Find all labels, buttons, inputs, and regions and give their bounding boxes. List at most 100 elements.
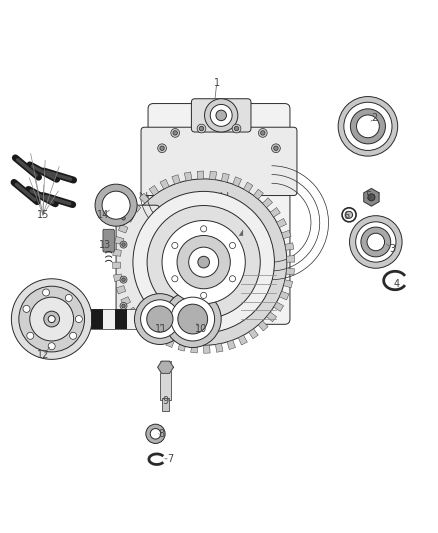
Circle shape bbox=[120, 215, 127, 222]
Text: 14: 14 bbox=[97, 210, 109, 220]
Polygon shape bbox=[279, 291, 289, 300]
Circle shape bbox=[147, 306, 173, 332]
Circle shape bbox=[44, 311, 60, 327]
Polygon shape bbox=[191, 344, 198, 353]
Circle shape bbox=[205, 99, 238, 132]
Circle shape bbox=[367, 233, 385, 251]
Circle shape bbox=[171, 128, 180, 138]
Polygon shape bbox=[254, 189, 263, 199]
Circle shape bbox=[272, 144, 280, 152]
Polygon shape bbox=[124, 213, 134, 222]
Circle shape bbox=[171, 297, 215, 341]
Circle shape bbox=[160, 146, 164, 150]
Polygon shape bbox=[113, 274, 122, 281]
Circle shape bbox=[189, 247, 219, 277]
Circle shape bbox=[120, 241, 127, 248]
Polygon shape bbox=[249, 329, 258, 339]
Polygon shape bbox=[127, 307, 137, 317]
Circle shape bbox=[232, 124, 241, 133]
Bar bbox=[91, 310, 103, 329]
Circle shape bbox=[274, 146, 278, 150]
Polygon shape bbox=[274, 302, 284, 311]
Polygon shape bbox=[215, 343, 223, 352]
Circle shape bbox=[230, 243, 236, 248]
Polygon shape bbox=[172, 175, 180, 184]
Polygon shape bbox=[258, 321, 268, 331]
Polygon shape bbox=[113, 262, 120, 269]
Polygon shape bbox=[364, 189, 379, 206]
Circle shape bbox=[173, 131, 177, 135]
Text: 5: 5 bbox=[365, 191, 371, 201]
Circle shape bbox=[120, 179, 287, 345]
Polygon shape bbox=[227, 340, 236, 350]
Polygon shape bbox=[204, 345, 210, 353]
Circle shape bbox=[158, 144, 166, 152]
Circle shape bbox=[172, 276, 178, 282]
Circle shape bbox=[30, 297, 74, 341]
Polygon shape bbox=[158, 361, 173, 373]
Polygon shape bbox=[131, 203, 141, 212]
Circle shape bbox=[199, 126, 204, 131]
Circle shape bbox=[338, 96, 398, 156]
Circle shape bbox=[95, 184, 137, 226]
Bar bbox=[103, 310, 115, 329]
Circle shape bbox=[146, 424, 165, 443]
Polygon shape bbox=[282, 230, 291, 239]
Circle shape bbox=[346, 211, 353, 219]
Polygon shape bbox=[144, 325, 154, 335]
Polygon shape bbox=[113, 249, 121, 256]
Polygon shape bbox=[238, 335, 247, 345]
Circle shape bbox=[147, 206, 260, 319]
Polygon shape bbox=[221, 173, 230, 182]
Circle shape bbox=[361, 227, 391, 257]
Circle shape bbox=[210, 104, 232, 126]
Circle shape bbox=[356, 222, 396, 262]
Circle shape bbox=[164, 290, 221, 348]
FancyBboxPatch shape bbox=[191, 99, 251, 132]
Polygon shape bbox=[244, 182, 253, 192]
Polygon shape bbox=[121, 297, 131, 306]
Circle shape bbox=[19, 286, 85, 352]
Circle shape bbox=[216, 110, 226, 120]
Circle shape bbox=[120, 276, 127, 283]
Text: 15: 15 bbox=[37, 210, 49, 220]
Text: 8: 8 bbox=[158, 429, 164, 439]
Circle shape bbox=[198, 256, 209, 268]
Circle shape bbox=[122, 278, 125, 281]
Circle shape bbox=[70, 332, 77, 340]
Circle shape bbox=[65, 294, 72, 302]
Circle shape bbox=[134, 294, 185, 344]
Polygon shape bbox=[184, 172, 192, 181]
Polygon shape bbox=[262, 198, 272, 208]
Bar bbox=[91, 310, 151, 329]
FancyBboxPatch shape bbox=[148, 103, 290, 324]
Circle shape bbox=[178, 304, 208, 334]
FancyBboxPatch shape bbox=[116, 205, 160, 319]
Circle shape bbox=[133, 191, 274, 333]
Polygon shape bbox=[233, 177, 241, 187]
Circle shape bbox=[258, 128, 267, 138]
Circle shape bbox=[120, 302, 127, 310]
Bar bbox=[115, 310, 127, 329]
FancyBboxPatch shape bbox=[103, 229, 114, 252]
Polygon shape bbox=[149, 185, 159, 196]
Circle shape bbox=[141, 300, 179, 338]
Text: 6: 6 bbox=[343, 211, 349, 221]
Circle shape bbox=[350, 109, 385, 144]
Polygon shape bbox=[139, 193, 149, 203]
Circle shape bbox=[162, 221, 245, 304]
Circle shape bbox=[261, 131, 265, 135]
Polygon shape bbox=[116, 286, 126, 294]
Polygon shape bbox=[277, 219, 286, 228]
Circle shape bbox=[197, 124, 206, 133]
Circle shape bbox=[177, 236, 230, 289]
Circle shape bbox=[368, 194, 375, 201]
Polygon shape bbox=[160, 179, 169, 189]
Polygon shape bbox=[135, 317, 145, 327]
Text: 2: 2 bbox=[371, 114, 378, 124]
Circle shape bbox=[27, 332, 34, 340]
Polygon shape bbox=[270, 207, 280, 217]
Circle shape bbox=[344, 102, 392, 150]
Circle shape bbox=[23, 305, 30, 312]
Circle shape bbox=[230, 276, 236, 282]
